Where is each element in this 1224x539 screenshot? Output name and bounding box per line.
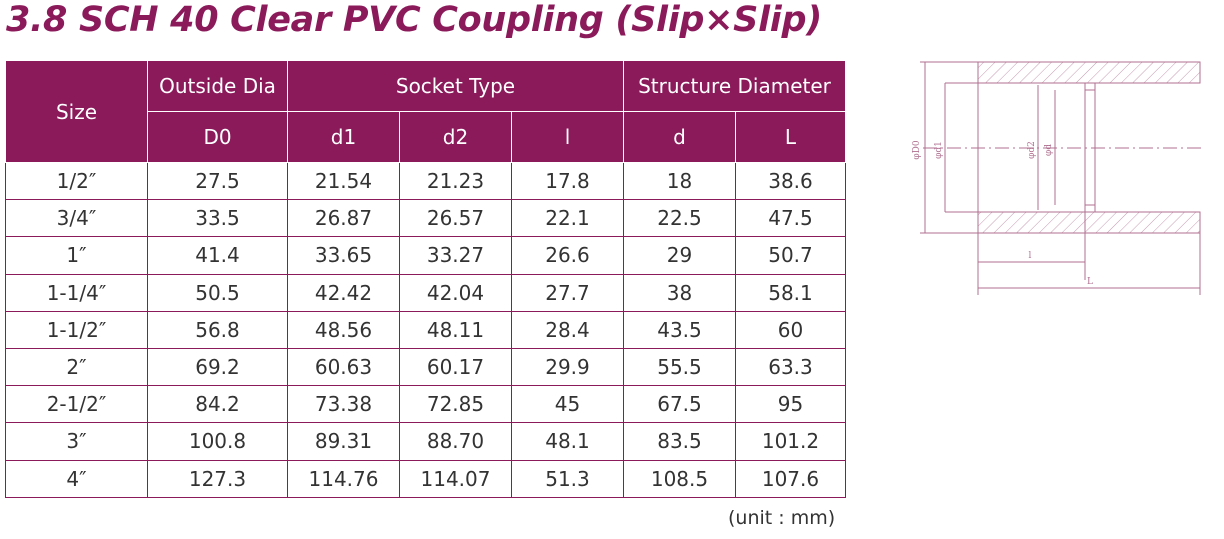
- table-cell: 63.3: [735, 347, 846, 387]
- title: 3.8 SCH 40 Clear PVC Coupling (Slip×Slip…: [6, 0, 822, 40]
- table-cell: 60.63: [287, 347, 400, 387]
- table-row: 1-1/2″ 56.8 48.56 48.11 28.4 43.5 60: [5, 310, 846, 349]
- table-cell: 17.8: [511, 161, 624, 201]
- table-cell: 51.3: [511, 459, 624, 498]
- table-cell: 1-1/2″: [5, 310, 148, 349]
- table-cell: 27.7: [511, 273, 624, 312]
- dim-label: φd1: [934, 141, 944, 159]
- table-cell: 50.5: [147, 273, 288, 312]
- table-cell: 84.2: [147, 385, 288, 424]
- table-row: 2-1/2″ 84.2 73.38 72.85 45 67.5 95: [5, 385, 846, 424]
- unit-note: (unit : mm): [728, 507, 836, 529]
- header-cell: Socket Type: [287, 60, 624, 112]
- table-cell: 29.9: [511, 347, 624, 387]
- table-cell: 42.42: [287, 273, 400, 312]
- header-cell: d: [623, 111, 736, 163]
- table-cell: 21.54: [287, 161, 400, 201]
- table-cell: 22.1: [511, 199, 624, 238]
- table-cell: 60.17: [399, 347, 512, 387]
- table-cell: 69.2: [147, 347, 288, 387]
- table-cell: 1″: [5, 236, 148, 275]
- dim-label: φd2: [1027, 141, 1037, 159]
- table-cell: 88.70: [399, 422, 512, 461]
- table-cell: 38: [623, 273, 736, 312]
- header-cell: d1: [287, 111, 400, 163]
- table-cell: 73.38: [287, 385, 400, 424]
- dim-label: φD0: [912, 140, 922, 160]
- table-cell: 89.31: [287, 422, 400, 461]
- table-cell: 67.5: [623, 385, 736, 424]
- table-cell: 1/2″: [5, 161, 148, 201]
- header-cell: d2: [399, 111, 512, 163]
- table-cell: 56.8: [147, 310, 288, 349]
- table-cell: 107.6: [735, 459, 846, 498]
- table-cell: 33.65: [287, 236, 400, 275]
- table-cell: 33.27: [399, 236, 512, 275]
- table-row: 3/4″ 33.5 26.87 26.57 22.1 22.5 47.5: [5, 199, 846, 238]
- table-cell: 2″: [5, 347, 148, 387]
- table-cell: 21.23: [399, 161, 512, 201]
- table-cell: 2-1/2″: [5, 385, 148, 424]
- table-cell: 3″: [5, 422, 148, 461]
- table-cell: 38.6: [735, 161, 846, 201]
- dim-label: l: [1029, 251, 1032, 261]
- table-cell: 43.5: [623, 310, 736, 349]
- table-cell: 58.1: [735, 273, 846, 312]
- table-cell: 114.07: [399, 459, 512, 498]
- table-cell: 18: [623, 161, 736, 201]
- table-cell: 101.2: [735, 422, 846, 461]
- table-row: 1/2″ 27.5 21.54 21.23 17.8 18 38.6: [5, 161, 846, 201]
- table-cell: 50.7: [735, 236, 846, 275]
- table-cell: 127.3: [147, 459, 288, 498]
- table-cell: 3/4″: [5, 199, 148, 238]
- table-cell: 28.4: [511, 310, 624, 349]
- table-cell: 114.76: [287, 459, 400, 498]
- table-row: 1-1/4″ 50.5 42.42 42.04 27.7 38 58.1: [5, 273, 846, 312]
- table-cell: 48.11: [399, 310, 512, 349]
- table-row: 1″ 41.4 33.65 33.27 26.6 29 50.7: [5, 236, 846, 275]
- table-cell: 45: [511, 385, 624, 424]
- table-cell: 42.04: [399, 273, 512, 312]
- table-row: 3″ 100.8 89.31 88.70 48.1 83.5 101.2: [5, 422, 846, 461]
- drawing: [920, 61, 1205, 295]
- dim-label: L: [1087, 277, 1093, 287]
- table-cell: 100.8: [147, 422, 288, 461]
- header-cell: l: [511, 111, 624, 163]
- table-body: 1/2″ 27.5 21.54 21.23 17.8 18 38.6 3/4″ 33.5 26.8…: [5, 161, 846, 498]
- spec-table: Size Outside Dia Socket Type Structure D…: [5, 60, 846, 498]
- table-cell: 41.4: [147, 236, 288, 275]
- header-cell: Outside Dia: [147, 60, 288, 112]
- header-cell: D0: [147, 111, 288, 163]
- table-cell: 26.6: [511, 236, 624, 275]
- table-cell: 47.5: [735, 199, 846, 238]
- dim-label: φd: [1044, 144, 1054, 156]
- table-cell: 48.1: [511, 422, 624, 461]
- table-cell: 26.57: [399, 199, 512, 238]
- header-cell: Size: [5, 60, 148, 163]
- table-cell: 4″: [5, 459, 148, 498]
- table-row: 4″ 127.3 114.76 114.07 51.3 108.5 107.6: [5, 459, 846, 498]
- coupling-diagram: φD0 φd1 φd2 φd l L: [912, 61, 1205, 295]
- table-cell: 22.5: [623, 199, 736, 238]
- table-cell: 55.5: [623, 347, 736, 387]
- table-cell: 1-1/4″: [5, 273, 148, 312]
- header-cell: L: [735, 111, 846, 163]
- header-row: D0 d1 d2 l d L: [6, 111, 846, 163]
- table-cell: 60: [735, 310, 846, 349]
- table-cell: 29: [623, 236, 736, 275]
- table-cell: 72.85: [399, 385, 512, 424]
- table-cell: 108.5: [623, 459, 736, 498]
- header-cell: Structure Diameter: [623, 60, 846, 112]
- table-cell: 48.56: [287, 310, 400, 349]
- table-cell: 83.5: [623, 422, 736, 461]
- table-cell: 27.5: [147, 161, 288, 201]
- header-row: Size Outside Dia Socket Type Structure D…: [5, 60, 846, 163]
- table-cell: 95: [735, 385, 846, 424]
- table-row: 2″ 69.2 60.63 60.17 29.9 55.5 63.3: [5, 347, 846, 387]
- table-cell: 33.5: [147, 199, 288, 238]
- table-cell: 26.87: [287, 199, 400, 238]
